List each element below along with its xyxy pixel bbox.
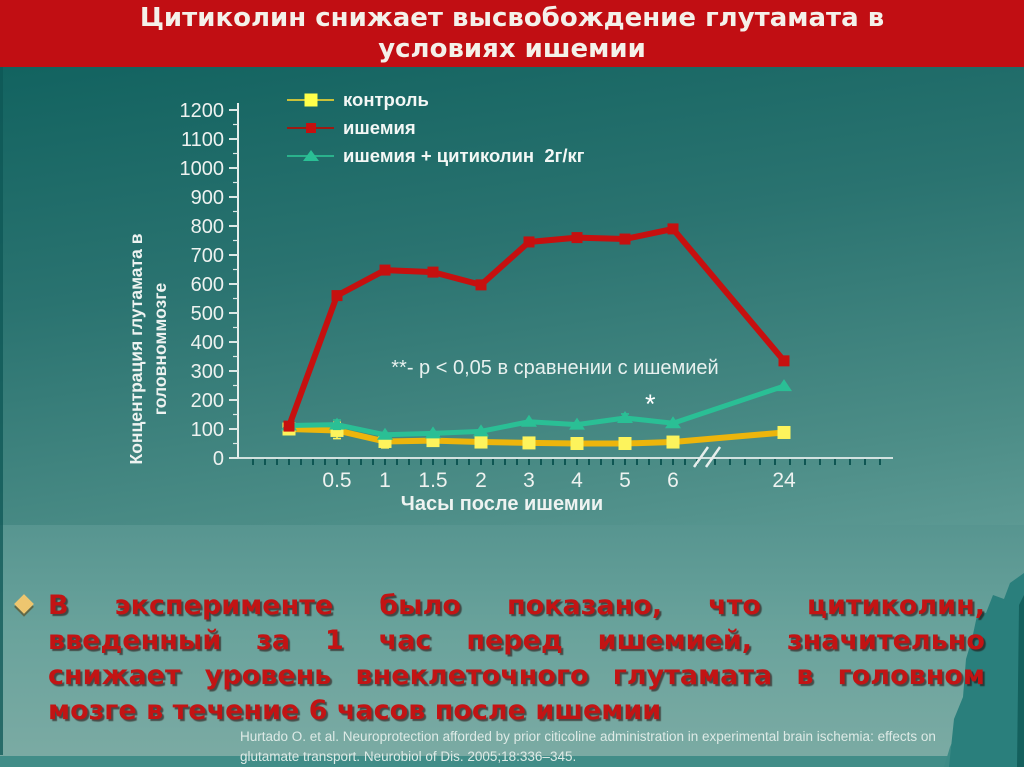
x-axis-label: Часы после ишемии bbox=[400, 493, 604, 515]
svg-text:1.5: 1.5 bbox=[418, 469, 447, 492]
title-banner: Цитиколин снижает высвобождение глутамат… bbox=[0, 0, 1024, 67]
bullet-text-line: В эксперименте было показано, что цитико… bbox=[48, 590, 985, 621]
diamond-bullet-icon bbox=[14, 594, 34, 614]
svg-text:500: 500 bbox=[191, 303, 224, 325]
bullet-text: В эксперименте было показано, что цитико… bbox=[48, 588, 985, 728]
svg-text:2: 2 bbox=[475, 469, 487, 492]
legend-item-citicoline: ишемия + цитиколин 2г/кг bbox=[287, 144, 585, 167]
svg-text:600: 600 bbox=[191, 274, 224, 296]
p-value-annotation: **- p < 0,05 в сравнении с ишемией bbox=[391, 357, 719, 379]
page-title-line-2: условиях ишемии bbox=[378, 33, 646, 64]
citation: Hurtado O. et al. Neuroprotection afford… bbox=[240, 727, 1022, 767]
legend-square-marker-icon bbox=[287, 88, 334, 111]
citation-line: glutamate transport. Neurobiol of Dis. 2… bbox=[240, 749, 577, 764]
legend-label: ишемия bbox=[343, 116, 416, 138]
legend-item-ischemia: ишемия bbox=[287, 116, 585, 139]
svg-text:1: 1 bbox=[379, 469, 391, 492]
x-axis-ticks: 0.5 1 1.5 2 3 4 5 6 24 bbox=[252, 459, 881, 492]
significance-asterisk: * bbox=[645, 389, 656, 419]
svg-text:24: 24 bbox=[772, 469, 796, 492]
svg-text:6: 6 bbox=[667, 469, 679, 492]
legend-label: ишемия + цитиколин 2г/кг bbox=[343, 144, 585, 166]
svg-text:5: 5 bbox=[619, 469, 631, 492]
series-2-triangle bbox=[281, 379, 792, 440]
page-title-line-1: Цитиколин снижает высвобождение глутамат… bbox=[139, 2, 885, 33]
series-1-square bbox=[283, 223, 790, 432]
left-edge-strip bbox=[0, 67, 3, 755]
svg-text:900: 900 bbox=[191, 187, 224, 209]
chart-legend: контроль ишемия ишемия + цитиколин 2г/кг bbox=[287, 88, 585, 167]
svg-text:100: 100 bbox=[191, 419, 224, 441]
svg-text:300: 300 bbox=[191, 361, 224, 383]
svg-text:1200: 1200 bbox=[180, 100, 225, 122]
svg-text:1100: 1100 bbox=[181, 129, 224, 151]
y-axis-ticks: 0 100 200 300 400 500 600 700 800 900 1000 1100 1200 bbox=[180, 100, 238, 470]
svg-text:4: 4 bbox=[571, 469, 583, 492]
footer-bar bbox=[0, 756, 1024, 767]
svg-text:700: 700 bbox=[191, 245, 224, 267]
legend-square-marker-icon bbox=[287, 116, 334, 139]
svg-text:0.5: 0.5 bbox=[322, 469, 351, 492]
svg-text:3: 3 bbox=[523, 469, 535, 492]
legend-item-control: контроль bbox=[287, 88, 585, 111]
bullet-text-line: введенный за 1 час перед ишемией, значит… bbox=[48, 625, 985, 656]
legend-triangle-marker-icon bbox=[287, 144, 334, 167]
axis-break bbox=[704, 446, 722, 468]
bullet-list-item: В эксперименте было показано, что цитико… bbox=[14, 588, 1014, 728]
citation-line: Hurtado O. et al. Neuroprotection afford… bbox=[240, 729, 936, 744]
svg-text:0: 0 bbox=[213, 448, 224, 470]
mountain-decoration bbox=[944, 573, 1024, 767]
legend-label: контроль bbox=[343, 88, 429, 110]
line-chart: Концентрация глутамата в головноммозге 0… bbox=[0, 67, 1024, 525]
svg-text:800: 800 bbox=[191, 216, 224, 238]
svg-text:200: 200 bbox=[191, 390, 224, 412]
axis-break bbox=[692, 446, 710, 468]
bullet-text-line: снижает уровень внеклеточного глутамата … bbox=[48, 660, 985, 691]
svg-text:1000: 1000 bbox=[180, 158, 225, 180]
svg-text:400: 400 bbox=[191, 332, 224, 354]
line-chart-svg: 0 100 200 300 400 500 600 700 800 900 1000 1100 1200… bbox=[180, 100, 893, 492]
bullet-text-line: мозге в течение 6 часов после ишемии bbox=[48, 695, 662, 726]
bottom-panel bbox=[0, 525, 1024, 767]
